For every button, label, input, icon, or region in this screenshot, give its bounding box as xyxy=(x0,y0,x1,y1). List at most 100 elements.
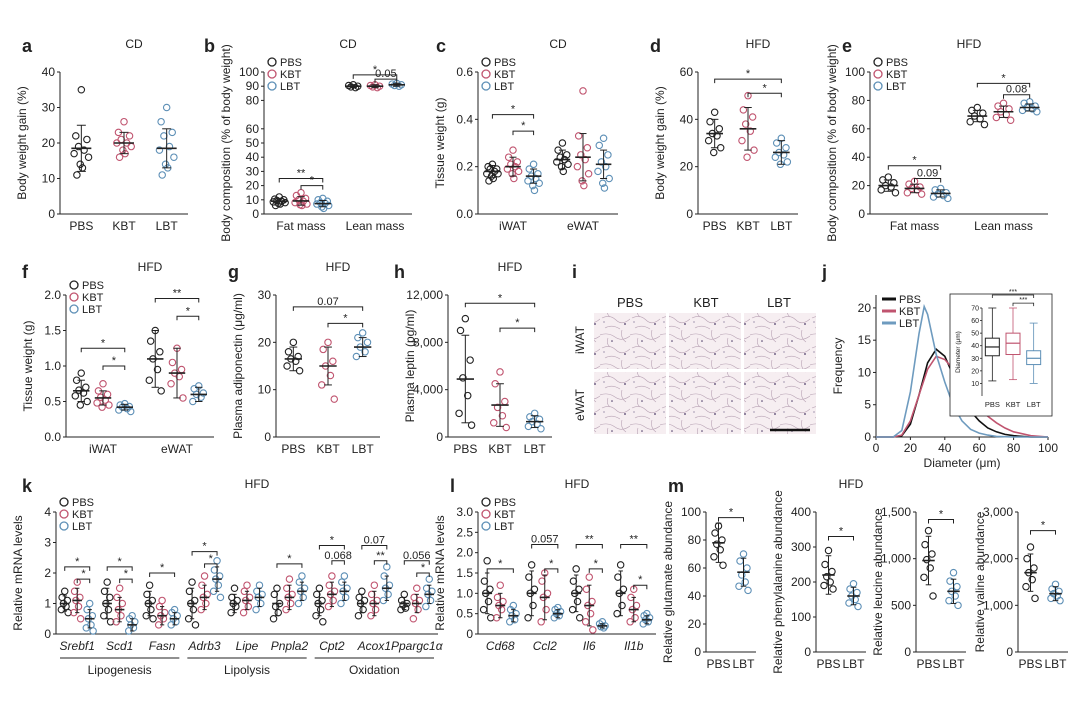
data-point xyxy=(944,194,952,203)
data-point xyxy=(99,379,107,388)
data-point xyxy=(588,597,596,606)
panel-i: i PBS KBT LBT iWAT eWAT xyxy=(572,262,816,434)
data-point xyxy=(489,419,498,427)
y-axis-label: Plasma leptin (pg/ml) xyxy=(403,310,417,423)
data-point xyxy=(413,584,421,592)
legend-marker xyxy=(267,69,277,79)
significance-bracket xyxy=(1003,94,1031,99)
legend-marker xyxy=(69,292,79,302)
data-point xyxy=(499,597,507,606)
data-point xyxy=(594,167,602,176)
legend-label: KBT xyxy=(886,69,908,81)
y-tick-label: 20 xyxy=(42,136,56,150)
data-point xyxy=(716,143,725,152)
significance-label: * xyxy=(101,337,106,349)
data-point xyxy=(72,132,80,140)
data-point xyxy=(845,599,853,607)
y-tick-label: 0 xyxy=(694,645,701,659)
significance-bracket xyxy=(544,568,559,573)
y-tick-label: 4,000 xyxy=(413,383,443,397)
data-point xyxy=(143,590,151,599)
data-point xyxy=(980,120,989,129)
significance-bracket xyxy=(1030,530,1056,535)
data-point xyxy=(316,605,325,614)
panel-title: CD xyxy=(549,37,567,51)
data-point xyxy=(616,561,625,569)
data-point xyxy=(739,550,748,558)
data-point xyxy=(598,179,607,187)
data-point xyxy=(604,151,612,159)
x-tick-label: LBT xyxy=(732,657,755,671)
panel-label-i: i xyxy=(572,262,577,282)
data-point xyxy=(1047,594,1055,603)
data-point xyxy=(828,567,836,576)
histology-image-pbs-iwat xyxy=(594,313,666,369)
data-point xyxy=(126,407,135,416)
data-point xyxy=(484,597,493,606)
data-point xyxy=(115,584,124,592)
data-point xyxy=(467,421,476,429)
data-point xyxy=(710,553,718,561)
data-point xyxy=(185,587,194,596)
data-point xyxy=(359,605,367,614)
panel-label: j xyxy=(821,262,827,282)
y-tick-label: 200 xyxy=(791,575,811,589)
data-point xyxy=(214,581,223,589)
x-tick-label: KBT xyxy=(316,442,340,456)
significance-bracket xyxy=(361,545,388,550)
data-point xyxy=(315,584,324,592)
y-axis-label: Relative leucine abundance xyxy=(871,508,885,656)
significance-label: * xyxy=(75,556,80,568)
y-tick-label: 10 xyxy=(258,383,272,397)
data-point xyxy=(400,590,409,599)
data-point xyxy=(891,188,900,197)
data-point xyxy=(513,158,522,166)
significance-label: * xyxy=(912,155,917,167)
histology-col-kbt: KBT xyxy=(693,295,718,310)
data-point xyxy=(283,584,291,592)
data-point xyxy=(83,135,91,144)
y-tick-label: 0 xyxy=(48,207,55,221)
data-point xyxy=(168,128,176,137)
data-point xyxy=(284,348,293,356)
data-point xyxy=(463,391,472,400)
x-tick-label: Fat mass xyxy=(276,219,325,233)
legend-label: LBT xyxy=(280,81,300,93)
y-axis-label: Tissue weight (g) xyxy=(21,321,35,412)
legend-label: PBS xyxy=(72,497,94,509)
data-point xyxy=(352,352,361,361)
significance-bracket xyxy=(588,568,603,573)
legend-label: LBT xyxy=(72,521,92,533)
significance-label: * xyxy=(160,562,165,574)
data-point xyxy=(744,586,752,595)
data-point xyxy=(326,371,335,380)
legend-label: PBS xyxy=(82,280,104,292)
y-tick-label: 12,000 xyxy=(406,288,443,302)
legend-label: LBT xyxy=(494,521,514,533)
x-tick-label: PBS xyxy=(703,219,727,233)
data-point xyxy=(632,601,641,610)
y-tick-label: 100 xyxy=(791,610,811,624)
significance-bracket xyxy=(403,560,430,565)
y-tick-label: 1.5 xyxy=(44,324,61,338)
significance-label: * xyxy=(515,317,520,329)
y-tick-label: 50 xyxy=(246,136,260,150)
data-point xyxy=(285,575,294,583)
histology-row-iwat: iWAT xyxy=(573,325,587,354)
data-point xyxy=(599,134,608,143)
data-point xyxy=(575,613,584,622)
y-tick-label: 10 xyxy=(858,365,872,379)
y-axis-label: Body weight gain (%) xyxy=(653,86,667,199)
data-point xyxy=(580,181,588,190)
data-point xyxy=(917,190,926,198)
data-point xyxy=(954,601,962,610)
data-point xyxy=(704,136,713,145)
significance-bracket xyxy=(318,545,345,550)
data-point xyxy=(614,573,622,581)
data-point xyxy=(76,401,85,409)
data-point xyxy=(706,117,714,126)
legend-label: KBT xyxy=(494,69,516,81)
data-point xyxy=(57,605,66,614)
data-point xyxy=(1022,582,1030,591)
